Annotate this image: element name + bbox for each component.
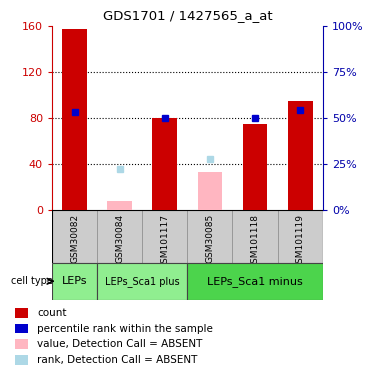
Bar bbox=[52, 262, 97, 300]
Text: count: count bbox=[37, 308, 67, 318]
Bar bbox=[15, 324, 28, 333]
Text: GSM30082: GSM30082 bbox=[70, 214, 79, 263]
Bar bbox=[243, 124, 267, 210]
Bar bbox=[187, 210, 233, 262]
Bar bbox=[288, 101, 313, 210]
Bar bbox=[15, 339, 28, 349]
Text: LEPs_Sca1 minus: LEPs_Sca1 minus bbox=[207, 276, 303, 287]
Text: LEPs: LEPs bbox=[62, 276, 87, 286]
Bar bbox=[62, 28, 87, 210]
Bar bbox=[233, 210, 278, 262]
Text: GSM101119: GSM101119 bbox=[296, 214, 305, 269]
Bar bbox=[97, 210, 142, 262]
Text: GSM30085: GSM30085 bbox=[206, 214, 214, 264]
Bar bbox=[142, 210, 187, 262]
Bar bbox=[107, 201, 132, 210]
Bar bbox=[278, 210, 323, 262]
Bar bbox=[187, 262, 323, 300]
Bar bbox=[15, 308, 28, 318]
Text: LEPs_Sca1 plus: LEPs_Sca1 plus bbox=[105, 276, 180, 287]
Text: GSM30084: GSM30084 bbox=[115, 214, 124, 263]
Text: cell type: cell type bbox=[10, 276, 52, 286]
Text: GSM101117: GSM101117 bbox=[160, 214, 169, 269]
Bar bbox=[97, 262, 187, 300]
Text: value, Detection Call = ABSENT: value, Detection Call = ABSENT bbox=[37, 339, 203, 349]
Text: GSM101118: GSM101118 bbox=[250, 214, 260, 269]
Bar bbox=[15, 355, 28, 365]
Bar bbox=[152, 118, 177, 210]
Bar bbox=[197, 172, 222, 210]
Title: GDS1701 / 1427565_a_at: GDS1701 / 1427565_a_at bbox=[102, 9, 272, 22]
Text: rank, Detection Call = ABSENT: rank, Detection Call = ABSENT bbox=[37, 355, 197, 365]
Bar bbox=[52, 210, 97, 262]
Text: percentile rank within the sample: percentile rank within the sample bbox=[37, 324, 213, 333]
